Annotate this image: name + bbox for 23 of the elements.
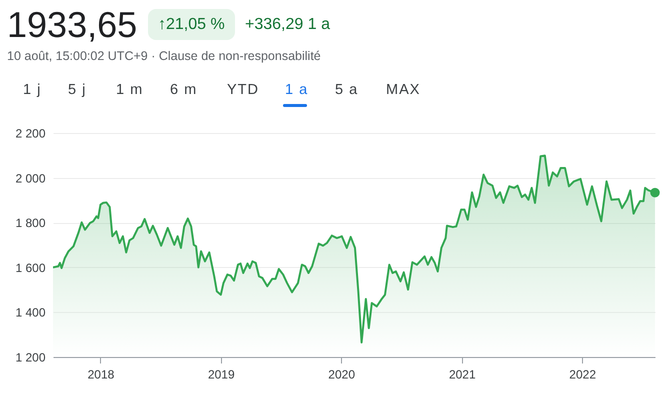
text: +336,29 1 a	[245, 15, 330, 35]
text: 1 a	[285, 82, 308, 98]
text: 6 m	[170, 82, 198, 98]
text: 5 j	[68, 82, 86, 98]
y-tick-label: 1 600	[15, 260, 46, 275]
y-tick-label: 1 200	[15, 350, 46, 364]
y-tick-label: 2 000	[15, 171, 46, 186]
x-tick-label: 2020	[328, 368, 356, 382]
y-tick-label: 2 200	[15, 126, 46, 140]
y-tick-label: 1 400	[15, 306, 46, 320]
text: ↑21,05 %	[148, 9, 235, 40]
x-tick-label: 2019	[208, 368, 235, 382]
text: 1 m	[116, 82, 144, 98]
text: 5 a	[335, 82, 358, 98]
chart-subtitle: 10 août, 15:00:02 UTC+9 · Clause de non-responsabilité	[7, 49, 321, 63]
y-tick-label: 1 800	[15, 216, 46, 230]
text: 1 j	[23, 82, 42, 98]
x-tick-label: 2022	[569, 368, 596, 382]
chart-title: 1933,65	[7, 4, 138, 46]
text: MAX	[386, 82, 420, 98]
x-tick-label: 2018	[88, 368, 115, 382]
text: YTD	[227, 82, 259, 98]
x-tick-label: 2021	[448, 368, 476, 382]
